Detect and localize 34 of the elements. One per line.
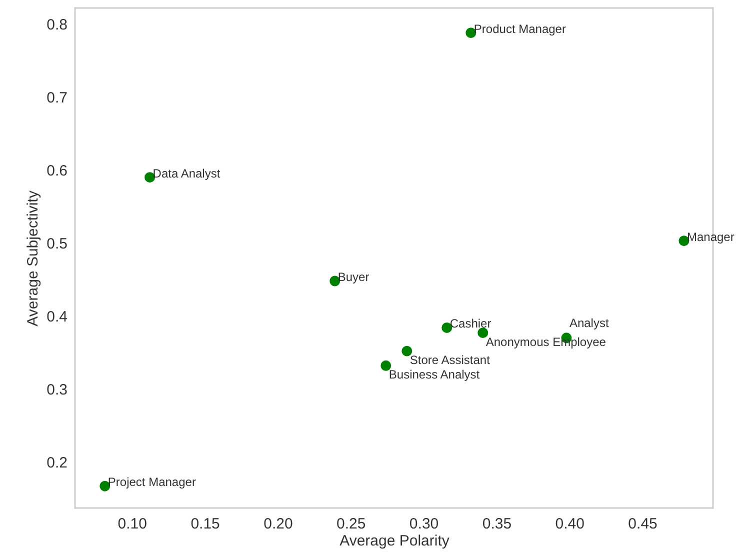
x-tick-label: 0.15 <box>190 516 220 532</box>
y-axis-title: Average Subjectivity <box>24 190 42 326</box>
point <box>466 28 476 38</box>
x-tick-label: 0.10 <box>118 516 147 532</box>
y-tick-label: 0.7 <box>46 90 68 107</box>
annotation: Product Manager <box>474 22 566 36</box>
annotation: Business Analyst <box>388 368 480 382</box>
x-axis-title: Average Polarity <box>340 532 450 550</box>
annotation: Anonymous Employee <box>486 334 606 349</box>
x-tick-label: 0.30 <box>409 516 439 532</box>
annotation: Project Manager <box>108 475 196 490</box>
y-tick-label: 0.2 <box>46 454 68 472</box>
point <box>442 322 452 333</box>
x-tick-label: 0.45 <box>628 516 658 532</box>
y-tick-label: 0.8 <box>46 16 68 34</box>
annotation: Store Assistant <box>410 353 491 368</box>
point <box>380 360 392 371</box>
point <box>144 172 156 183</box>
point <box>678 236 690 246</box>
y-tick-label: 0.5 <box>46 236 68 253</box>
point <box>402 346 412 356</box>
x-tick-label: 0.20 <box>264 516 293 532</box>
y-tick-label: 0.4 <box>46 308 68 326</box>
y-tick-label: 0.6 <box>46 162 68 180</box>
y-tick-label: 0.3 <box>46 382 68 399</box>
annotation: Buyer <box>338 270 370 284</box>
x-tick-label: 0.25 <box>336 516 366 532</box>
point <box>478 328 488 338</box>
annotation: Analyst <box>569 316 610 330</box>
annotation: Manager <box>686 230 734 244</box>
annotation: Data Analyst <box>152 166 221 180</box>
annotation: Cashier <box>450 316 492 331</box>
x-tick-label: 0.35 <box>482 516 512 532</box>
x-tick-label: 0.40 <box>555 516 584 532</box>
